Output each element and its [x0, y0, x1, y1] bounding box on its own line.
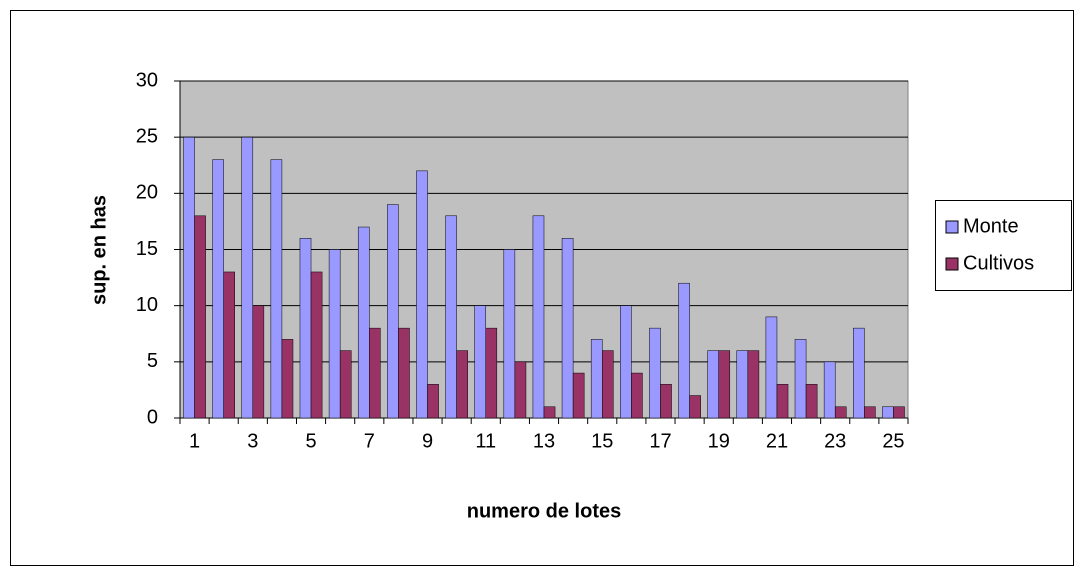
bar — [882, 406, 894, 419]
bar — [456, 350, 468, 419]
x-axis-title: numero de lotes — [467, 500, 621, 522]
bar — [387, 204, 399, 419]
bar — [398, 327, 410, 419]
x-tick-label: 21 — [766, 430, 788, 452]
bar — [736, 350, 749, 419]
bar — [678, 282, 690, 419]
bar — [794, 339, 807, 419]
bar — [514, 361, 527, 419]
x-tick-label: 1 — [189, 430, 200, 452]
y-tick-label: 0 — [147, 406, 158, 428]
bar — [339, 350, 352, 419]
legend-label: Cultivos — [963, 252, 1034, 274]
bar — [183, 136, 195, 419]
bar — [776, 384, 789, 419]
x-tick-label: 25 — [882, 430, 904, 452]
y-tick-label: 25 — [136, 125, 158, 147]
bar — [212, 159, 224, 419]
legend-box — [935, 200, 1072, 291]
y-tick-label: 20 — [136, 182, 158, 204]
bar — [823, 361, 836, 419]
x-tick-label: 23 — [824, 430, 846, 452]
legend-swatch — [945, 220, 959, 234]
bar — [474, 305, 487, 419]
bar — [718, 350, 731, 419]
bar — [194, 215, 206, 419]
bar — [631, 372, 643, 419]
bar — [281, 339, 294, 419]
bar — [223, 271, 235, 419]
bar — [561, 238, 574, 419]
bar — [620, 305, 632, 419]
x-tick-label: 11 — [475, 430, 496, 452]
bar — [853, 327, 865, 419]
bar — [445, 215, 457, 419]
x-tick-label: 19 — [708, 430, 730, 452]
bar — [299, 238, 312, 419]
bar — [252, 305, 265, 419]
bar — [532, 215, 545, 419]
bar — [689, 395, 701, 419]
legend-swatch — [945, 257, 959, 271]
x-tick-label: 7 — [364, 430, 375, 452]
bar — [427, 384, 439, 419]
y-axis-title: sup. en has — [88, 195, 110, 305]
x-tick-label: 5 — [305, 430, 316, 452]
bar — [369, 327, 381, 419]
y-tick-label: 5 — [147, 350, 158, 372]
y-tick-label: 10 — [136, 294, 158, 316]
bar — [328, 249, 341, 419]
bar — [416, 170, 428, 419]
bar — [270, 159, 283, 419]
x-tick-label: 3 — [247, 430, 258, 452]
bar — [357, 226, 370, 419]
legend: Monte Cultivos — [935, 200, 1072, 291]
bar — [572, 372, 585, 419]
y-tick-label: 30 — [136, 69, 158, 91]
bar — [503, 249, 516, 419]
bar — [893, 406, 905, 419]
x-tick-label: 15 — [591, 430, 613, 452]
x-tick-label: 13 — [533, 430, 555, 452]
bar — [649, 327, 661, 419]
x-tick-label: 9 — [422, 430, 433, 452]
bar — [707, 350, 719, 419]
bar — [241, 136, 254, 419]
x-tick-label: 17 — [649, 430, 671, 452]
bar — [601, 350, 614, 419]
bar — [590, 339, 603, 419]
bar — [834, 406, 847, 419]
bar — [747, 350, 760, 419]
bar — [660, 384, 672, 419]
bar — [765, 316, 778, 419]
bar — [310, 271, 323, 419]
y-tick-label: 15 — [136, 238, 158, 260]
bar — [543, 406, 556, 419]
bar — [805, 384, 818, 419]
bar — [485, 327, 498, 419]
legend-label: Monte — [963, 215, 1019, 237]
bar — [864, 406, 876, 419]
